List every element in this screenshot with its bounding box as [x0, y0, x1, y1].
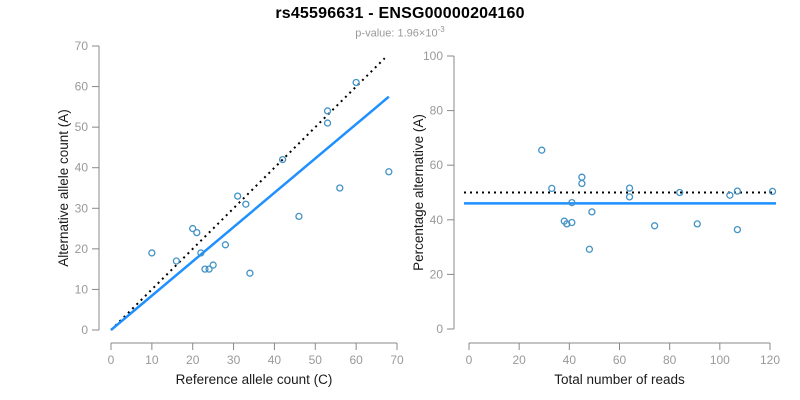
- data-point: [676, 188, 684, 197]
- y-tick-label: 10: [75, 282, 89, 296]
- x-tick-label: 0: [108, 353, 115, 367]
- data-point: [625, 193, 634, 201]
- x-tick-label: 70: [390, 353, 404, 367]
- x-axis-title: Total number of reads: [554, 372, 685, 387]
- data-point: [221, 241, 230, 249]
- data-point: [323, 119, 332, 127]
- y-tick-label: 30: [75, 201, 89, 215]
- data-point: [733, 187, 742, 195]
- figure-subtitle: p-value: 1.96×10-3: [0, 25, 800, 40]
- data-point: [726, 191, 734, 199]
- y-tick-label: 70: [75, 39, 89, 53]
- data-point: [295, 212, 303, 221]
- y-tick-label: 40: [430, 213, 444, 227]
- data-point: [336, 184, 344, 192]
- x-tick-label: 40: [563, 353, 577, 367]
- data-point: [385, 168, 393, 176]
- data-point: [578, 173, 586, 181]
- x-tick-label: 0: [466, 353, 473, 367]
- data-point: [768, 187, 777, 196]
- pvalue-exponent: -3: [437, 25, 445, 34]
- data-point: [578, 179, 586, 188]
- y-tick-label: 60: [430, 158, 444, 172]
- x-axis-title: Reference allele count (C): [176, 372, 333, 387]
- data-point: [205, 265, 213, 273]
- x-tick-label: 20: [512, 353, 526, 367]
- fit-line: [110, 95, 390, 331]
- y-tick-label: 60: [75, 80, 89, 94]
- data-point: [323, 107, 332, 115]
- data-point: [568, 218, 576, 227]
- data-point: [246, 269, 254, 277]
- y-axis-title: Alternative allele count (A): [56, 109, 71, 267]
- pvalue-text: p-value: 1.96×10: [355, 27, 438, 40]
- data-point: [234, 192, 242, 200]
- data-point: [568, 198, 576, 207]
- x-tick-label: 10: [145, 353, 159, 367]
- data-point: [585, 245, 594, 253]
- data-point: [197, 249, 205, 257]
- y-tick-label: 20: [75, 242, 89, 256]
- allele-count-scatter-panel: 0 10 20 30 40 50 60 70 0 10 20 30 40 50 60 70 Reference …: [56, 39, 404, 387]
- data-point: [209, 261, 217, 269]
- y-tick-label: 80: [430, 104, 444, 118]
- data-point: [172, 257, 181, 265]
- x-tick-label: 50: [309, 353, 323, 367]
- percentage-scatter-panel: 0 20 40 60 80 100 0 20 40 60 80 100 120 Total number …: [411, 49, 780, 387]
- data-point: [693, 220, 701, 228]
- figure-title: rs45596631 - ENSG00000204160: [275, 5, 525, 22]
- y-tick-label: 0: [81, 323, 88, 337]
- y-tick-label: 40: [75, 161, 89, 175]
- x-tick-label: 30: [227, 353, 241, 367]
- data-point: [588, 208, 596, 216]
- x-tick-label: 40: [268, 353, 282, 367]
- data-point: [148, 249, 156, 257]
- data-point: [201, 265, 209, 273]
- x-tick-label: 120: [760, 353, 780, 367]
- y-tick-label: 100: [423, 49, 443, 63]
- x-tick-label: 60: [349, 353, 363, 367]
- data-point: [242, 200, 250, 208]
- data-point: [548, 184, 556, 193]
- data-point: [563, 220, 571, 228]
- x-tick-label: 20: [186, 353, 200, 367]
- x-tick-label: 100: [710, 353, 730, 367]
- data-point: [278, 155, 287, 164]
- x-tick-label: 60: [613, 353, 627, 367]
- data-point: [650, 222, 659, 230]
- y-axis-title: Percentage alternative (A): [411, 114, 426, 271]
- y-tick-label: 0: [436, 322, 443, 336]
- data-point: [193, 228, 201, 237]
- data-point: [733, 225, 742, 234]
- identity-line: [110, 57, 386, 331]
- data-point: [189, 224, 197, 233]
- data-point: [625, 184, 634, 192]
- y-tick-label: 50: [75, 120, 89, 134]
- y-tick-label: 20: [430, 267, 444, 281]
- data-point: [352, 78, 360, 87]
- data-point: [538, 146, 546, 154]
- x-tick-label: 80: [663, 353, 677, 367]
